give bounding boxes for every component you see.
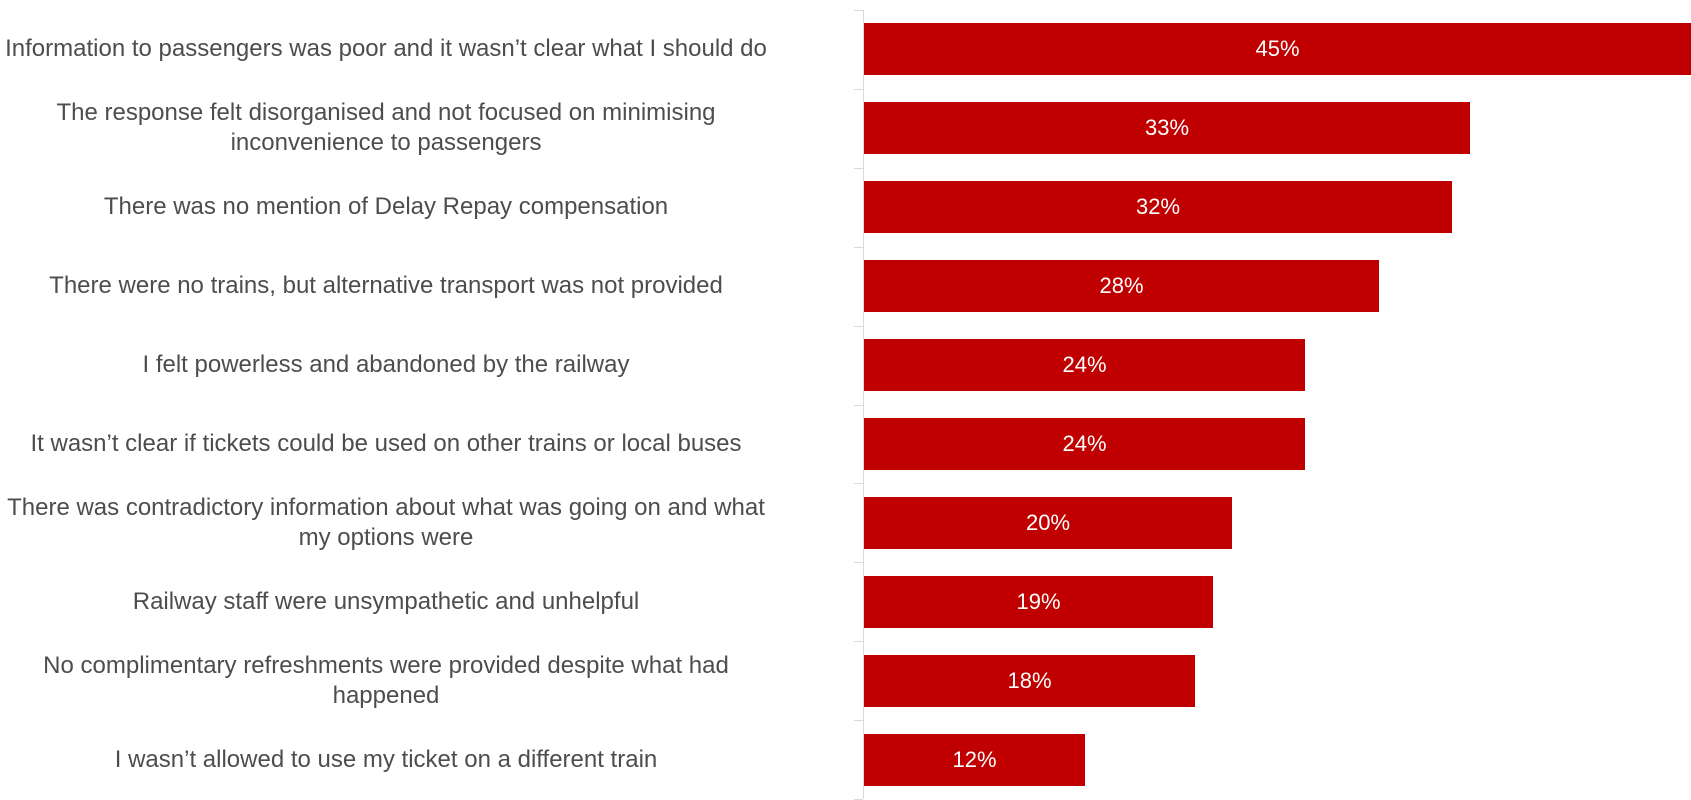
category-label: There was contradictory information abou… [7, 493, 765, 551]
bar: 45% [864, 23, 1691, 75]
axis-tick [854, 89, 863, 90]
bar: 33% [864, 102, 1470, 154]
axis-tick [854, 405, 863, 406]
category-label: No complimentary refreshments were provi… [43, 651, 729, 709]
axis-tick [854, 168, 863, 169]
axis-tick [854, 10, 863, 11]
bar: 32% [864, 181, 1452, 233]
category-label: There were no trains, but alternative tr… [49, 272, 723, 300]
axis-tick [854, 720, 863, 721]
bar: 28% [864, 260, 1379, 312]
data-label: 12% [952, 747, 997, 772]
bar: 24% [864, 339, 1305, 391]
axis-tick [854, 247, 863, 248]
category-axis-line [863, 10, 864, 799]
data-label: 20% [1025, 510, 1071, 535]
bar: 18% [864, 655, 1195, 707]
data-label: 19% [1016, 589, 1061, 614]
category-label: Information to passengers was poor and i… [5, 35, 767, 63]
bar: 24% [864, 418, 1305, 470]
category-label: It wasn’t clear if tickets could be used… [30, 429, 742, 457]
bar: 19% [864, 576, 1213, 628]
bar: 20% [864, 497, 1232, 549]
category-label: I wasn’t allowed to use my ticket on a d… [114, 745, 658, 773]
category-label: I felt powerless and abandoned by the ra… [142, 351, 630, 379]
category-label: There was no mention of Delay Repay comp… [103, 193, 669, 221]
axis-tick [854, 326, 863, 327]
category-label: The response felt disorganised and not f… [56, 99, 716, 157]
data-label: 18% [1007, 668, 1052, 693]
data-label: 24% [1062, 431, 1107, 456]
axis-tick [854, 562, 863, 563]
data-label: 45% [1255, 36, 1300, 61]
data-label: 32% [1135, 194, 1181, 219]
data-label: 33% [1144, 115, 1190, 140]
bar: 12% [864, 734, 1085, 786]
category-label: Railway staff were unsympathetic and unh… [132, 587, 640, 615]
axis-tick [854, 483, 863, 484]
data-label: 24% [1062, 352, 1107, 377]
axis-tick [854, 641, 863, 642]
data-label: 28% [1099, 273, 1144, 298]
